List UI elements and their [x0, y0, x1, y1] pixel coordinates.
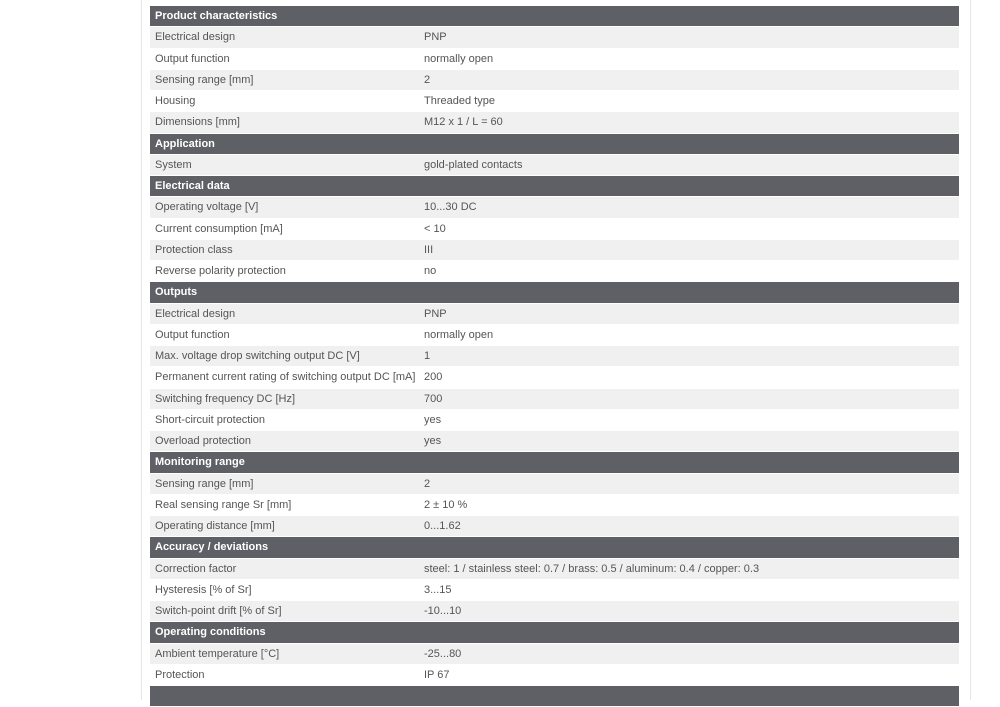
- spec-value: gold-plated contacts: [419, 154, 959, 176]
- spec-row: Overload protection yes: [150, 431, 959, 453]
- spec-label: Short-circuit protection: [150, 410, 419, 431]
- spec-value: 200: [419, 367, 959, 389]
- section-header: Operating conditions: [150, 622, 959, 644]
- spec-label: Max. voltage drop switching output DC [V…: [150, 346, 419, 368]
- spec-value: 0...1.62: [419, 516, 959, 538]
- section-title: Outputs: [150, 282, 959, 304]
- spec-row: Output function normally open: [150, 325, 959, 346]
- section-title: Accuracy / deviations: [150, 537, 959, 559]
- spec-value: -25...80: [419, 643, 959, 665]
- section-header: [150, 686, 959, 707]
- spec-value: 2: [419, 473, 959, 495]
- product-specs-table: Product characteristics Electrical design…: [150, 6, 959, 707]
- section-header: Electrical data: [150, 176, 959, 198]
- spec-row: Protection IP 67: [150, 665, 959, 686]
- spec-row: Switching frequency DC [Hz] 700: [150, 388, 959, 410]
- spec-label: Switch-point drift [% of Sr]: [150, 601, 419, 623]
- spec-row: Operating distance [mm] 0...1.62: [150, 516, 959, 538]
- spec-value: 1: [419, 346, 959, 368]
- spec-label: Hysteresis [% of Sr]: [150, 580, 419, 601]
- spec-value: normally open: [419, 49, 959, 70]
- spec-value: III: [419, 239, 959, 261]
- spec-row: System gold-plated contacts: [150, 154, 959, 176]
- spec-row: Housing Threaded type: [150, 91, 959, 113]
- section-title: [150, 686, 959, 707]
- spec-value: normally open: [419, 325, 959, 346]
- spec-value: steel: 1 / stainless steel: 0.7 / brass:…: [419, 558, 959, 580]
- spec-value: 10...30 DC: [419, 197, 959, 219]
- spec-row: Reverse polarity protection no: [150, 261, 959, 283]
- spec-row: Real sensing range Sr [mm] 2 ± 10 %: [150, 495, 959, 516]
- section-header: Outputs: [150, 282, 959, 304]
- spec-label: Sensing range [mm]: [150, 473, 419, 495]
- spec-label: Output function: [150, 49, 419, 70]
- section-title: Product characteristics: [150, 6, 959, 28]
- spec-value: -10...10: [419, 601, 959, 623]
- spec-value: 700: [419, 388, 959, 410]
- spec-row: Ambient temperature [°C] -25...80: [150, 643, 959, 665]
- spec-label: Operating distance [mm]: [150, 516, 419, 538]
- spec-value: PNP: [419, 303, 959, 325]
- spec-label: Protection class: [150, 239, 419, 261]
- spec-row: Switch-point drift [% of Sr] -10...10: [150, 601, 959, 623]
- content-frame: [141, 0, 971, 700]
- spec-value: PNP: [419, 27, 959, 49]
- spec-row: Operating voltage [V] 10...30 DC: [150, 197, 959, 219]
- section-title: Electrical data: [150, 176, 959, 198]
- spec-label: Protection: [150, 665, 419, 686]
- spec-label: Sensing range [mm]: [150, 69, 419, 91]
- spec-row: Electrical design PNP: [150, 303, 959, 325]
- spec-row: Output function normally open: [150, 49, 959, 70]
- spec-label: Current consumption [mA]: [150, 219, 419, 240]
- spec-value: yes: [419, 410, 959, 431]
- spec-label: Permanent current rating of switching ou…: [150, 367, 419, 389]
- spec-value: 3...15: [419, 580, 959, 601]
- section-title: Monitoring range: [150, 452, 959, 474]
- spec-label: System: [150, 154, 419, 176]
- spec-value: yes: [419, 431, 959, 453]
- section-header: Accuracy / deviations: [150, 537, 959, 559]
- spec-label: Electrical design: [150, 27, 419, 49]
- spec-row: Current consumption [mA] < 10: [150, 219, 959, 240]
- spec-label: Ambient temperature [°C]: [150, 643, 419, 665]
- section-title: Operating conditions: [150, 622, 959, 644]
- spec-row: Sensing range [mm] 2: [150, 473, 959, 495]
- spec-value: M12 x 1 / L = 60: [419, 112, 959, 134]
- section-header: Monitoring range: [150, 452, 959, 474]
- spec-label: Correction factor: [150, 558, 419, 580]
- spec-label: Reverse polarity protection: [150, 261, 419, 283]
- spec-label: Dimensions [mm]: [150, 112, 419, 134]
- spec-label: Real sensing range Sr [mm]: [150, 495, 419, 516]
- spec-row: Short-circuit protection yes: [150, 410, 959, 431]
- spec-row: Correction factor steel: 1 / stainless st…: [150, 558, 959, 580]
- spec-label: Output function: [150, 325, 419, 346]
- spec-label: Housing: [150, 91, 419, 113]
- section-header: Application: [150, 133, 959, 155]
- spec-row: Electrical design PNP: [150, 27, 959, 49]
- spec-label: Switching frequency DC [Hz]: [150, 388, 419, 410]
- section-title: Application: [150, 133, 959, 155]
- spec-row: Hysteresis [% of Sr] 3...15: [150, 580, 959, 601]
- spec-row: Max. voltage drop switching output DC [V…: [150, 346, 959, 368]
- spec-value: 2: [419, 69, 959, 91]
- spec-value: no: [419, 261, 959, 283]
- spec-row: Dimensions [mm] M12 x 1 / L = 60: [150, 112, 959, 134]
- section-header: Product characteristics: [150, 6, 959, 28]
- spec-value: 2 ± 10 %: [419, 495, 959, 516]
- spec-label: Overload protection: [150, 431, 419, 453]
- spec-value: IP 67: [419, 665, 959, 686]
- spec-label: Electrical design: [150, 303, 419, 325]
- spec-row: Sensing range [mm] 2: [150, 69, 959, 91]
- spec-label: Operating voltage [V]: [150, 197, 419, 219]
- spec-row: Permanent current rating of switching ou…: [150, 367, 959, 389]
- spec-value: Threaded type: [419, 91, 959, 113]
- spec-value: < 10: [419, 219, 959, 240]
- spec-row: Protection class III: [150, 239, 959, 261]
